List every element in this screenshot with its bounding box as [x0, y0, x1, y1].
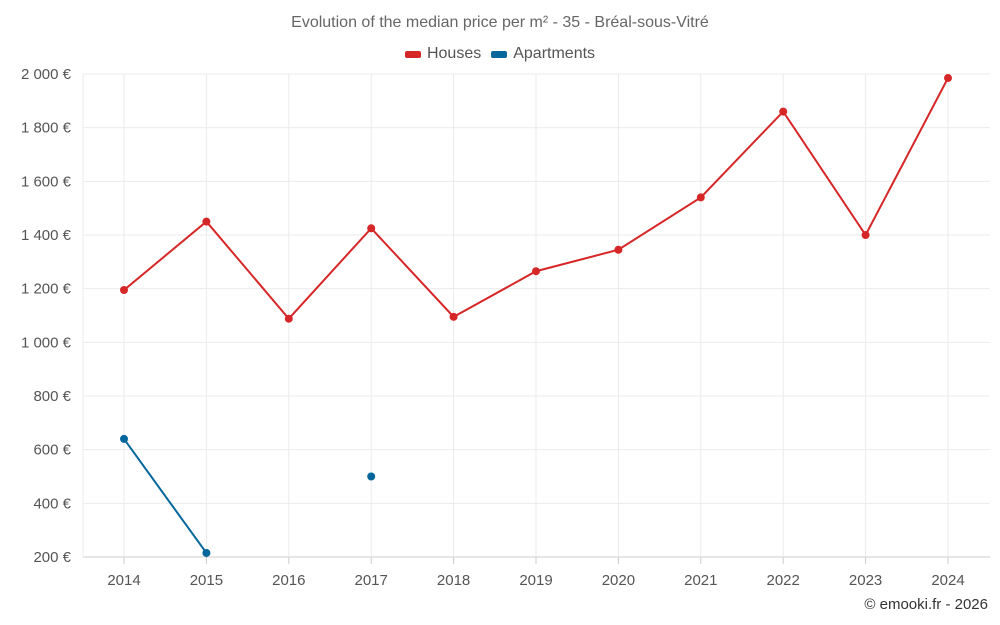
data-point-houses-2017[interactable]: [367, 224, 376, 233]
credit-text: © emooki.fr - 2026: [864, 596, 988, 613]
data-point-apartments-2014[interactable]: [120, 434, 128, 443]
x-tick-label: 2020: [602, 572, 635, 589]
legend-item-apartments[interactable]: Apartments: [491, 45, 595, 63]
x-tick-label: 2019: [519, 572, 552, 589]
y-tick-label: 2 000 €: [21, 66, 72, 83]
y-tick-label: 1 400 €: [21, 227, 72, 244]
y-tick-label: 800 €: [33, 388, 71, 405]
x-tick-label: 2016: [272, 572, 305, 589]
series-line-apartments: [123, 438, 208, 554]
x-tick-label: 2021: [684, 572, 717, 589]
y-tick-label: 1 800 €: [21, 120, 72, 137]
data-point-houses-2018[interactable]: [449, 312, 458, 321]
data-point-houses-2021[interactable]: [696, 193, 705, 202]
legend-label-apartments: Apartments: [513, 45, 596, 62]
x-tick-label: 2017: [355, 572, 388, 589]
chart-title: Evolution of the median price per m² - 3…: [291, 14, 709, 31]
x-tick-label: 2023: [849, 572, 882, 589]
data-point-apartments-2015[interactable]: [202, 548, 211, 557]
data-point-apartments-2017[interactable]: [367, 472, 376, 481]
data-point-houses-2022[interactable]: [779, 107, 788, 116]
x-tick-label: 2024: [931, 572, 964, 589]
y-tick-label: 200 €: [33, 549, 71, 566]
legend-swatch-houses: [404, 50, 421, 58]
chart-legend: Houses Apartments: [0, 45, 1000, 63]
x-tick-label: 2014: [107, 572, 140, 589]
legend-item-houses[interactable]: Houses: [404, 45, 482, 63]
data-point-houses-2019[interactable]: [532, 267, 540, 276]
legend-label-houses: Houses: [426, 45, 482, 62]
legend-swatch-apartments: [491, 50, 508, 58]
data-point-houses-2015[interactable]: [202, 217, 211, 226]
data-point-houses-2014[interactable]: [120, 286, 128, 295]
data-point-houses-2023[interactable]: [861, 231, 870, 239]
x-tick-label: 2022: [767, 572, 800, 589]
y-tick-label: 1 000 €: [21, 334, 72, 351]
y-tick-label: 400 €: [33, 495, 71, 512]
y-tick-label: 600 €: [33, 442, 71, 459]
data-point-houses-2016[interactable]: [284, 314, 293, 323]
x-tick-label: 2018: [437, 572, 470, 589]
x-tick-label: 2015: [190, 572, 223, 589]
y-tick-label: 1 200 €: [21, 281, 72, 298]
y-tick-label: 1 600 €: [21, 173, 72, 190]
data-point-houses-2024[interactable]: [944, 74, 952, 83]
data-point-houses-2020[interactable]: [614, 245, 623, 254]
